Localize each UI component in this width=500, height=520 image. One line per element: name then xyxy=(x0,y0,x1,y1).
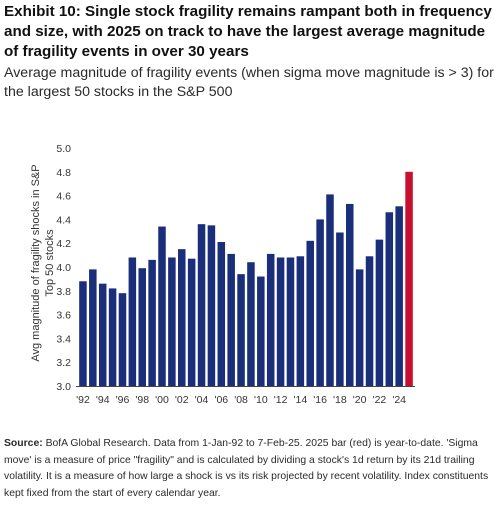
bar-chart: 3.0 3.2 3.4 3.6 3.8 4.0 4.2 4.4 4.6 4.8 5.0 '92 '94… xyxy=(30,143,415,406)
bar-2015 xyxy=(306,240,314,386)
chart-title: Exhibit 10: Single stock fragility remai… xyxy=(4,3,492,60)
bar-2000 xyxy=(158,226,166,386)
footnote-text: BofA Global Research. Data from 1-Jan-92… xyxy=(4,438,489,499)
x-tick-label: '08 xyxy=(234,394,248,406)
bar-2006 xyxy=(217,242,226,386)
bar-2016 xyxy=(316,219,324,386)
bar-2002 xyxy=(178,249,186,386)
bars xyxy=(76,171,415,387)
y-axis: 3.0 3.2 3.4 3.6 3.8 4.0 4.2 4.4 4.6 4.8 5.0 xyxy=(56,143,71,393)
bar-2008 xyxy=(237,274,245,386)
bar-1995 xyxy=(108,288,117,386)
x-tick-label: '00 xyxy=(155,394,169,406)
bar-1992 xyxy=(79,281,87,386)
x-tick-label: '20 xyxy=(353,394,367,406)
bar-2007 xyxy=(227,253,235,386)
bar-2025 xyxy=(405,171,413,386)
bar-2003 xyxy=(187,258,196,386)
chart-subtitle: Average magnitude of fragility events (w… xyxy=(4,65,494,100)
x-tick-label: '24 xyxy=(392,394,406,406)
x-tick-label: '96 xyxy=(116,394,130,406)
bar-2013 xyxy=(286,257,295,386)
bar-2001 xyxy=(168,257,176,386)
x-tick-label: '18 xyxy=(333,394,347,406)
y-axis-label-line2: Top 50 stocks xyxy=(44,229,56,297)
bar-2017 xyxy=(326,194,334,386)
x-tick-label: '06 xyxy=(214,394,228,406)
bar-2022 xyxy=(375,239,384,386)
bar-1999 xyxy=(148,259,156,386)
bar-2010 xyxy=(257,276,265,386)
x-tick-label: '12 xyxy=(274,394,288,406)
bar-2014 xyxy=(296,256,305,386)
y-tick-label: 3.2 xyxy=(56,357,71,369)
bar-2023 xyxy=(385,212,394,386)
x-tick-label: '94 xyxy=(96,394,110,406)
footnote-source-label: Source: xyxy=(4,438,43,449)
y-tick-label: 4.2 xyxy=(56,238,71,250)
bar-2024 xyxy=(395,206,403,386)
bar-2019 xyxy=(346,203,354,386)
bar-2011 xyxy=(266,253,275,386)
y-tick-label: 3.4 xyxy=(56,333,71,345)
x-tick-label: '04 xyxy=(195,394,209,406)
bar-1993 xyxy=(89,269,97,386)
y-tick-label: 4.0 xyxy=(56,262,71,274)
y-tick-label: 4.8 xyxy=(56,167,71,179)
bar-1998 xyxy=(138,268,146,386)
y-tick-label: 3.6 xyxy=(56,310,71,322)
bar-1997 xyxy=(128,257,137,386)
x-tick-label: '02 xyxy=(175,394,189,406)
bar-1994 xyxy=(98,283,107,386)
y-tick-label: 5.0 xyxy=(56,143,71,155)
y-tick-label: 4.4 xyxy=(56,214,71,226)
bar-2004 xyxy=(197,224,206,386)
bar-1996 xyxy=(118,293,127,386)
x-tick-label: '22 xyxy=(373,394,387,406)
y-tick-label: 3.8 xyxy=(56,286,71,298)
y-tick-label: 4.6 xyxy=(56,191,71,203)
x-tick-label: '10 xyxy=(254,394,268,406)
x-axis: '92 '94 '96 '98 '00 '02 '04 '06 '08 '10 '12 '14 '16 '… xyxy=(76,394,406,406)
y-tick-label: 3.0 xyxy=(56,381,71,393)
x-tick-label: '16 xyxy=(313,394,327,406)
bar-2009 xyxy=(247,262,255,386)
y-axis-label-line1: Avg magnitude of fragility shocks in S&P xyxy=(30,164,42,361)
bar-2020 xyxy=(355,269,364,386)
x-tick-label: '14 xyxy=(294,394,308,406)
bar-2021 xyxy=(365,256,374,386)
x-tick-label: '98 xyxy=(135,394,149,406)
bar-2012 xyxy=(276,257,285,386)
footnote: Source: BofA Global Research. Data from … xyxy=(4,436,496,502)
x-tick-label: '92 xyxy=(76,394,90,406)
bar-2005 xyxy=(207,225,216,386)
bar-2018 xyxy=(336,232,344,386)
